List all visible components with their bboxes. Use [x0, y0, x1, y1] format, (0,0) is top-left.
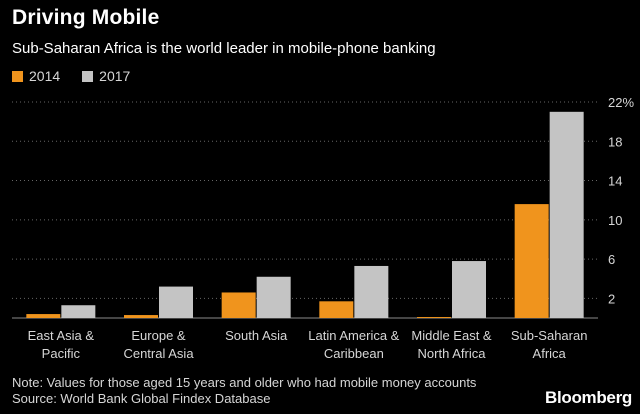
legend: 2014 2017 [12, 68, 152, 84]
chart-title: Driving Mobile [12, 6, 160, 29]
x-tick-label-4-1: North Africa [418, 346, 487, 361]
x-tick-label-5-1: Africa [533, 346, 567, 361]
x-tick-label-2-0: South Asia [225, 328, 288, 343]
legend-swatch-2014 [12, 70, 23, 82]
y-tick-label-14: 14 [608, 174, 622, 189]
x-tick-label-0-0: East Asia & [28, 328, 95, 343]
bar-2014-1 [124, 315, 158, 318]
bar-2017-5 [549, 111, 584, 319]
bar-2017-0 [61, 305, 96, 318]
bar-2017-2 [256, 276, 291, 318]
y-tick-label-6: 6 [608, 252, 615, 267]
x-tick-label-3-1: Caribbean [324, 346, 384, 361]
bar-2014-4 [417, 317, 451, 318]
bar-2014-0 [26, 314, 61, 318]
x-tick-label-0-1: Pacific [42, 346, 81, 361]
bloomberg-logo: Bloomberg [544, 388, 632, 407]
x-tick-label-1-0: Europe & [131, 328, 186, 343]
y-tick-label-22: 22% [608, 95, 634, 110]
y-tick-label-2: 2 [608, 291, 615, 306]
legend-item-2017: 2017 [82, 68, 130, 84]
bar-2014-5 [514, 204, 549, 318]
x-tick-label-3-0: Latin America & [308, 328, 399, 343]
legend-label-2014: 2014 [29, 68, 61, 84]
x-tick-label-1-1: Central Asia [123, 346, 194, 361]
y-tick-label-18: 18 [608, 134, 622, 149]
bar-2017-4 [452, 261, 486, 318]
bar-2014-3 [319, 301, 354, 318]
bar-2017-1 [159, 286, 193, 318]
x-tick-label-4-0: Middle East & [411, 328, 492, 343]
y-tick-label-10: 10 [608, 213, 622, 228]
chart-subtitle: Sub-Saharan Africa is the world leader i… [12, 40, 436, 57]
bar-2014-2 [221, 292, 256, 318]
legend-item-2014: 2014 [12, 68, 60, 84]
legend-label-2017: 2017 [99, 68, 131, 84]
footnote-source: Source: World Bank Global Findex Databas… [12, 391, 271, 406]
bar-2017-3 [354, 265, 389, 318]
legend-swatch-2017 [82, 70, 94, 82]
footnote-note: Note: Values for those aged 15 years and… [12, 375, 477, 390]
x-tick-label-5-0: Sub-Saharan [511, 328, 588, 343]
